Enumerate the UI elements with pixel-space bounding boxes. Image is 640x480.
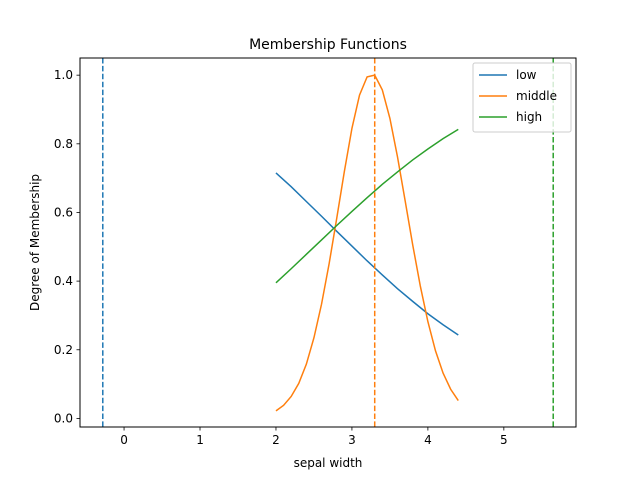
x-tick-label-2: 2 <box>272 433 280 447</box>
x-tick-label-5: 5 <box>500 433 508 447</box>
y-tick-label-0.2: 0.2 <box>54 343 73 357</box>
series-layer <box>275 74 459 412</box>
y-axis-label: Degree of Membership <box>28 174 42 311</box>
chart-title: Membership Functions <box>249 37 407 53</box>
legend-label-low: low <box>516 68 537 82</box>
y-tick-label-1.0: 1.0 <box>54 68 73 82</box>
x-axis: 0 1 2 3 4 5 <box>120 427 508 447</box>
x-tick-label-4: 4 <box>424 433 432 447</box>
x-tick-label-0: 0 <box>120 433 128 447</box>
x-axis-label: sepal width <box>294 456 363 470</box>
plot-area <box>79 57 577 428</box>
y-tick-label-0.4: 0.4 <box>54 274 73 288</box>
x-tick-label-1: 1 <box>196 433 204 447</box>
series-line-middle <box>275 74 459 412</box>
legend-box <box>472 62 572 133</box>
x-tick-label-3: 3 <box>348 433 356 447</box>
series-line-low <box>275 172 459 336</box>
legend: low middle high <box>472 62 572 133</box>
legend-label-middle: middle <box>516 89 557 103</box>
y-axis: 0.0 0.2 0.4 0.6 0.8 1.0 <box>54 68 80 425</box>
vline-layer <box>102 58 554 427</box>
y-tick-label-0.0: 0.0 <box>54 411 73 425</box>
plot-frame <box>79 57 577 428</box>
y-tick-label-0.6: 0.6 <box>54 205 73 219</box>
legend-label-high: high <box>516 110 542 124</box>
series-line-high <box>275 128 459 284</box>
y-tick-label-0.8: 0.8 <box>54 137 73 151</box>
